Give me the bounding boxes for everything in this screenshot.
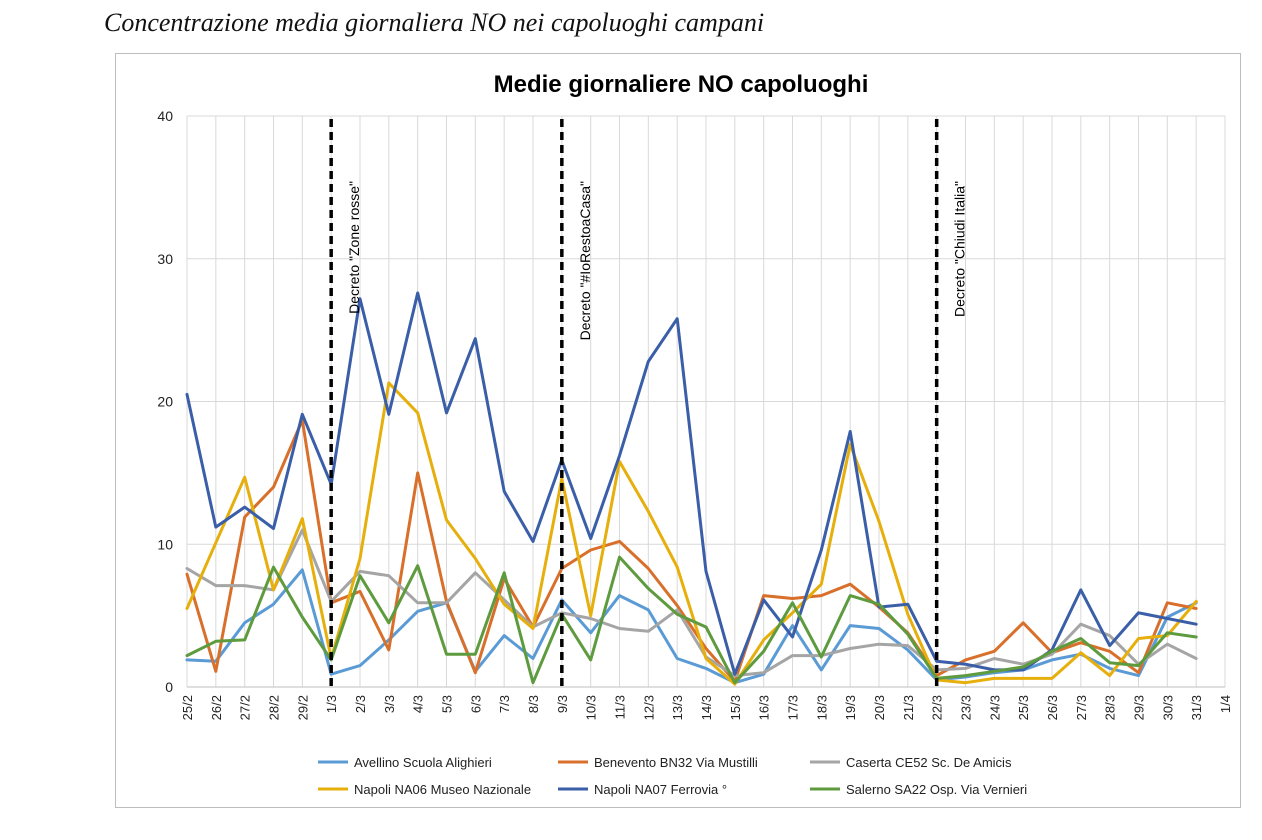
x-tick-label: 22/3	[930, 695, 945, 720]
x-tick-label: 7/3	[497, 695, 512, 713]
y-tick-label: 20	[157, 394, 173, 410]
series-lines	[185, 291, 1198, 686]
annotations: Decreto "Zone rosse" Decreto "#IoRestoaCa…	[329, 119, 968, 687]
x-tick-label: 29/2	[295, 695, 310, 720]
x-tick-label: 20/3	[872, 695, 887, 720]
annotation-label: Decreto "Zone rosse"	[346, 181, 362, 314]
legend-label: Benevento BN32 Via Mustilli	[594, 755, 758, 770]
y-tick-label: 0	[165, 679, 173, 695]
y-axis-labels: 0 10 20 30 40	[157, 108, 173, 695]
x-tick-label: 24/3	[987, 695, 1002, 720]
x-tick-label: 4/3	[411, 695, 426, 713]
x-tick-label: 25/2	[180, 695, 195, 720]
series-line	[185, 381, 1198, 686]
x-tick-label: 27/2	[238, 695, 253, 720]
x-tick-label: 27/3	[1074, 695, 1089, 720]
x-tick-label: 23/3	[959, 695, 974, 720]
chart-title: Medie giornaliere NO capoluoghi	[494, 71, 869, 98]
x-tick-label: 1/3	[324, 695, 339, 713]
x-tick-label: 21/3	[901, 695, 916, 720]
x-tick-label: 30/3	[1160, 695, 1175, 720]
x-tick-label: 26/3	[1045, 695, 1060, 720]
x-tick-label: 12/3	[641, 695, 656, 720]
legend-label: Salerno SA22 Osp. Via Vernieri	[846, 782, 1027, 797]
legend-label: Napoli NA07 Ferrovia °	[594, 782, 727, 797]
legend-label: Napoli NA06 Museo Nazionale	[354, 782, 531, 797]
y-tick-label: 40	[157, 108, 173, 124]
x-tick-label: 16/3	[757, 695, 772, 720]
x-tick-label: 6/3	[468, 695, 483, 713]
x-tick-label: 29/3	[1132, 695, 1147, 720]
x-tick-label: 1/4	[1218, 695, 1233, 713]
x-tick-label: 26/2	[209, 695, 224, 720]
x-tick-label: 25/3	[1016, 695, 1031, 720]
x-tick-label: 10/3	[584, 695, 599, 720]
x-tick-label: 2/3	[353, 695, 368, 713]
series-line	[185, 555, 1198, 685]
x-tick-label: 9/3	[555, 695, 570, 713]
x-tick-label: 14/3	[699, 695, 714, 720]
x-tick-label: 13/3	[670, 695, 685, 720]
x-tick-label: 15/3	[728, 695, 743, 720]
series-line	[185, 291, 1198, 676]
x-axis-labels: 25/2 26/2 27/2 28/2 29/2 1/3 2/3 3/3 4/3 5/3 6/3 7/…	[180, 695, 1233, 720]
x-tick-label: 17/3	[786, 695, 801, 720]
x-tick-label: 3/3	[382, 695, 397, 713]
y-tick-label: 10	[157, 536, 173, 552]
x-tick-label: 31/3	[1189, 695, 1204, 720]
x-tick-label: 19/3	[843, 695, 858, 720]
legend: Avellino Scuola Alighieri Benevento BN32 …	[318, 755, 1027, 797]
x-tick-label: 28/3	[1103, 695, 1118, 720]
y-tick-label: 30	[157, 251, 173, 267]
x-tick-label: 18/3	[814, 695, 829, 720]
legend-label: Caserta CE52 Sc. De Amicis	[846, 755, 1012, 770]
x-tick-label: 11/3	[613, 695, 628, 719]
annotation-label: Decreto "Chiudi Italia"	[952, 181, 968, 317]
page-caption: Concentrazione media giornaliera NO nei …	[104, 8, 765, 37]
x-tick-label: 8/3	[526, 695, 541, 713]
x-tick-label: 28/2	[267, 695, 282, 720]
annotation-label: Decreto "#IoRestoaCasa"	[577, 181, 593, 340]
legend-label: Avellino Scuola Alighieri	[354, 755, 492, 770]
x-tick-label: 5/3	[440, 695, 455, 713]
